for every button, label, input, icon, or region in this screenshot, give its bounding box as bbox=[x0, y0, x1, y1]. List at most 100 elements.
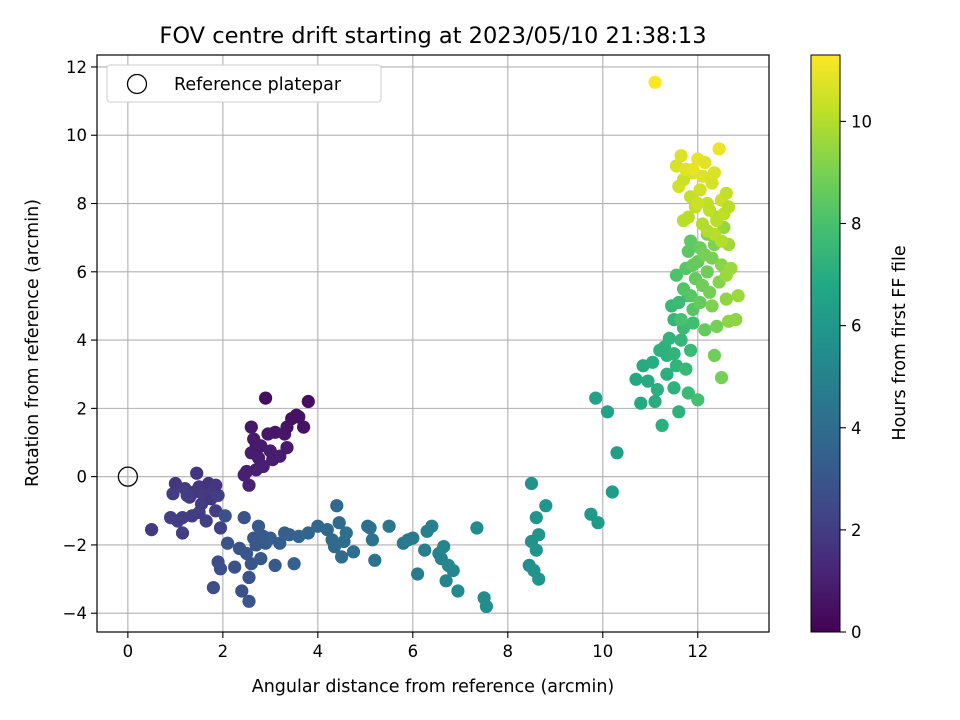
data-point bbox=[418, 543, 432, 557]
data-point bbox=[605, 485, 619, 499]
data-point bbox=[524, 476, 539, 491]
y-tick-label: 4 bbox=[77, 331, 88, 350]
data-point bbox=[192, 505, 206, 520]
data-point bbox=[684, 234, 698, 248]
data-point bbox=[209, 478, 223, 492]
data-point bbox=[679, 362, 693, 376]
data-point bbox=[242, 594, 256, 608]
colorbar-tick-label: 6 bbox=[851, 317, 862, 336]
data-point bbox=[684, 343, 698, 357]
data-point bbox=[175, 510, 190, 525]
y-tick-label: −2 bbox=[63, 536, 87, 555]
data-point bbox=[707, 166, 722, 180]
data-point bbox=[532, 572, 546, 586]
data-point bbox=[731, 289, 745, 303]
data-point bbox=[698, 323, 712, 337]
data-point bbox=[681, 386, 695, 400]
legend-marker-open-circle-icon bbox=[126, 73, 148, 95]
data-point bbox=[251, 519, 266, 533]
y-tick-label: 12 bbox=[66, 58, 87, 77]
data-point bbox=[406, 531, 420, 545]
x-tick-label: 12 bbox=[687, 642, 708, 661]
data-point bbox=[662, 331, 676, 345]
data-point bbox=[705, 299, 719, 313]
data-point bbox=[676, 214, 691, 228]
data-point bbox=[221, 536, 235, 550]
data-point bbox=[714, 234, 729, 248]
data-point bbox=[660, 367, 674, 381]
data-point bbox=[674, 333, 688, 347]
data-point bbox=[714, 371, 729, 385]
data-point bbox=[672, 405, 686, 419]
colorbar: 0 2 4 6 8 10 Hours from first FF file bbox=[810, 54, 910, 642]
data-point bbox=[330, 499, 344, 513]
data-point bbox=[703, 285, 717, 299]
data-point bbox=[686, 316, 700, 330]
data-point bbox=[254, 552, 268, 566]
data-point bbox=[332, 516, 346, 530]
data-point bbox=[610, 446, 624, 460]
x-tick-label: 8 bbox=[503, 642, 514, 661]
data-point bbox=[676, 173, 691, 187]
data-point bbox=[700, 265, 714, 279]
data-point bbox=[446, 563, 460, 578]
data-point bbox=[297, 420, 311, 434]
x-tick-label: 2 bbox=[218, 642, 229, 661]
data-point bbox=[218, 509, 232, 523]
data-point bbox=[242, 570, 256, 585]
data-point bbox=[648, 394, 662, 409]
colorbar-tick-label: 0 bbox=[851, 623, 862, 642]
data-point bbox=[700, 224, 714, 238]
data-point bbox=[684, 289, 698, 303]
data-point bbox=[669, 268, 684, 282]
data-point bbox=[180, 488, 194, 502]
data-point bbox=[190, 466, 204, 480]
data-point bbox=[629, 372, 643, 386]
y-tick-label: 2 bbox=[77, 399, 88, 418]
data-point bbox=[382, 519, 396, 533]
data-point bbox=[589, 391, 603, 405]
data-point bbox=[339, 526, 353, 540]
data-point bbox=[240, 546, 254, 561]
data-point bbox=[712, 142, 726, 156]
data-point bbox=[166, 487, 180, 501]
data-point bbox=[674, 149, 688, 163]
data-point bbox=[320, 523, 334, 537]
data-point bbox=[280, 441, 294, 455]
colorbar-tick-label: 4 bbox=[851, 419, 862, 438]
data-point bbox=[301, 526, 315, 540]
data-point bbox=[346, 545, 361, 559]
data-point bbox=[206, 581, 220, 595]
x-tick-label: 6 bbox=[408, 642, 419, 661]
data-point bbox=[301, 394, 315, 409]
legend-label: Reference platepar bbox=[174, 75, 342, 95]
data-point bbox=[667, 347, 681, 361]
data-point bbox=[249, 437, 263, 451]
data-point bbox=[439, 574, 453, 588]
points-layer bbox=[117, 75, 745, 614]
data-point bbox=[707, 348, 722, 362]
data-point bbox=[686, 258, 700, 272]
data-point bbox=[470, 521, 484, 535]
data-point bbox=[600, 405, 615, 419]
data-point bbox=[686, 162, 700, 176]
y-axis: −4 −2 0 2 4 6 8 10 12 bbox=[63, 58, 97, 623]
data-point bbox=[722, 200, 736, 214]
y-tick-label: 6 bbox=[77, 263, 88, 282]
data-point bbox=[719, 292, 733, 306]
data-point bbox=[242, 478, 256, 492]
data-point bbox=[653, 343, 667, 357]
data-point bbox=[273, 536, 287, 550]
data-point bbox=[532, 528, 546, 542]
data-point bbox=[235, 584, 249, 598]
data-point bbox=[292, 410, 306, 424]
data-point bbox=[213, 562, 228, 576]
data-point bbox=[646, 355, 660, 369]
data-point bbox=[145, 523, 159, 537]
data-point bbox=[363, 521, 377, 535]
data-point bbox=[681, 244, 695, 258]
data-point bbox=[451, 584, 465, 598]
data-point bbox=[674, 313, 688, 327]
reference-platepar-marker bbox=[117, 466, 139, 487]
